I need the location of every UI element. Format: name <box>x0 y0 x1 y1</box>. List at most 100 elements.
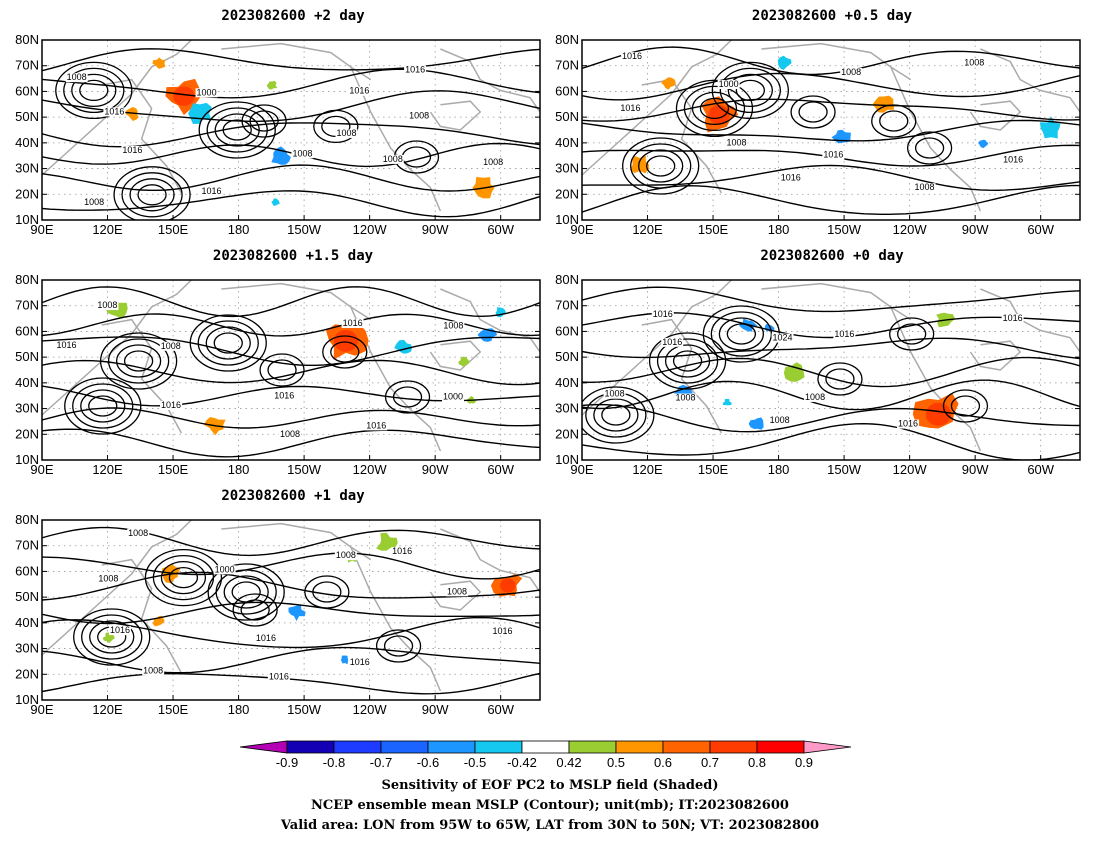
contour-label: 1016 <box>620 103 640 113</box>
positive-sensitivity-core <box>333 329 358 352</box>
coastline <box>42 520 192 656</box>
high-pressure-contour <box>240 599 270 621</box>
panel-plus-0-day: 2023082600 +0 day 1016 1008 1016 1008 1016 10… <box>540 240 1100 485</box>
colorbar-swatch <box>662 740 711 754</box>
panel-plus-2-day: 2023082600 +2 day 1008 1008 1016 1016 1016 10… <box>0 0 550 245</box>
contour-label-bg <box>897 419 920 429</box>
contour-label: 1016 <box>110 625 130 635</box>
high-pressure-contour <box>897 323 927 345</box>
contour-label: 1016 <box>161 400 181 410</box>
high-pressure-contour <box>384 380 431 414</box>
coastline <box>582 40 732 176</box>
colorbar-tick-label: -0.42 <box>507 755 537 770</box>
mslp-contour <box>42 48 540 72</box>
low-pressure-contour <box>215 569 277 615</box>
contour-label: 1008 <box>915 182 935 192</box>
y-tick-label: 40N <box>15 135 39 150</box>
low-pressure-contour <box>160 560 207 595</box>
x-tick-label: 180 <box>768 462 790 477</box>
y-tick-label: 20N <box>15 666 39 681</box>
contour-label: 1016 <box>104 106 124 116</box>
positive-sensitivity-shade <box>458 356 470 368</box>
contour-label: 1016 <box>898 419 918 429</box>
colorbar-swatch <box>709 740 758 754</box>
coastline <box>429 340 482 371</box>
coastline <box>350 546 442 692</box>
mslp-contour <box>582 46 1080 76</box>
colorbar-tick-label: -0.7 <box>370 755 392 770</box>
low-pressure-contour <box>129 178 175 212</box>
contour-label-bg <box>65 73 88 83</box>
contour-label-bg <box>83 197 106 207</box>
colorbar-tick-label: -0.5 <box>464 755 486 770</box>
low-pressure-contour <box>646 155 676 177</box>
contour-label-bg <box>804 392 827 402</box>
colorbar-swatch <box>380 740 429 754</box>
coastline <box>101 318 183 434</box>
coastline <box>761 42 912 81</box>
low-pressure-contour <box>710 311 773 357</box>
low-pressure-contour <box>593 398 639 432</box>
panel-svg: 2023082600 +0 day 1016100810161008101610… <box>555 248 1081 477</box>
contour-label: 1008 <box>143 665 163 675</box>
contour-label: 1008 <box>84 197 104 207</box>
colorbar-swatch <box>615 740 664 754</box>
low-pressure-contour <box>80 389 126 423</box>
contour-label: 1008 <box>280 429 300 439</box>
caption: Sensitivity of EOF PC2 to MSLP field (Sh… <box>0 776 1100 836</box>
mslp-contour <box>582 119 1080 142</box>
low-pressure-contour <box>79 79 109 102</box>
low-pressure-contour <box>113 166 191 220</box>
contour-label-bg <box>674 393 697 403</box>
contour-label: 1000 <box>197 87 217 97</box>
coastline <box>350 306 442 452</box>
low-pressure-contour <box>189 314 267 372</box>
contour-label: 1008 <box>97 300 117 310</box>
low-pressure-contour <box>123 350 154 372</box>
contour-label: 1008 <box>336 550 356 560</box>
x-tick-label: 90E <box>570 222 593 237</box>
contour-label: 1016 <box>405 64 425 74</box>
y-tick-label: 80N <box>555 272 579 287</box>
y-tick-label: 50N <box>15 109 39 124</box>
contour-label: 1008 <box>409 110 429 120</box>
contour-label: 1008 <box>841 67 861 77</box>
x-tick-label: 120E <box>92 462 123 477</box>
contour-label-bg <box>381 154 404 164</box>
y-tick-label: 10N <box>15 212 39 227</box>
x-tick-label: 150E <box>158 222 189 237</box>
contour-label-bg <box>127 528 150 538</box>
low-pressure-contour <box>622 137 700 195</box>
high-pressure-contour <box>249 110 279 132</box>
panel-plus-1-5-day: 2023082600 +1.5 day 1008 1016 1008 1016 1016… <box>0 240 550 485</box>
coastline <box>440 48 540 113</box>
mslp-contour <box>582 337 1080 360</box>
high-pressure-contour <box>232 593 278 627</box>
colorbar: -0.9 -0.8 -0.7 -0.6 -0.5 -0.42 0.42 0.5 0.6 0.7 0.… <box>230 735 870 775</box>
x-tick-label: 180 <box>228 702 250 717</box>
coastline <box>440 288 540 353</box>
low-pressure-contour <box>168 566 199 589</box>
y-tick-label: 40N <box>555 375 579 390</box>
high-pressure-contour <box>392 386 423 408</box>
low-pressure-contour <box>726 323 757 345</box>
coastline <box>890 66 982 212</box>
contour-label-bg <box>442 392 465 402</box>
y-tick-label: 10N <box>15 452 39 467</box>
y-tick-label: 60N <box>15 323 39 338</box>
x-tick-label: 150W <box>287 702 322 717</box>
contour-label: 1016 <box>662 337 682 347</box>
x-tick-label: 90E <box>570 462 593 477</box>
contour-label-bg <box>768 416 791 426</box>
contour-label-bg <box>779 173 802 183</box>
coastline <box>641 318 723 434</box>
mslp-contour <box>582 72 1080 101</box>
map-frame <box>41 279 541 461</box>
contour-label-bg <box>195 88 218 98</box>
negative-sensitivity-shade <box>271 146 291 165</box>
x-tick-label: 180 <box>228 462 250 477</box>
negative-sensitivity-shade <box>777 55 792 70</box>
high-pressure-contour <box>322 335 368 369</box>
contour-label: 1008 <box>67 72 87 82</box>
y-tick-label: 10N <box>15 692 39 707</box>
